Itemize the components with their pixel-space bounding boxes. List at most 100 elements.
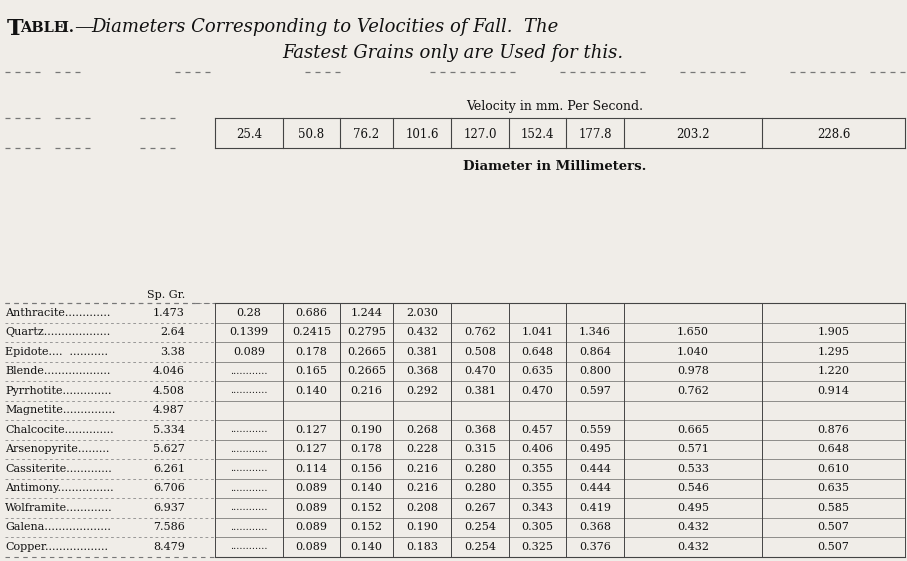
Text: Galena...................: Galena................... bbox=[5, 522, 111, 532]
Text: 0.495: 0.495 bbox=[677, 503, 709, 513]
Text: 1.220: 1.220 bbox=[817, 366, 850, 376]
Text: Blende...................: Blende................... bbox=[5, 366, 111, 376]
Text: ABLE: ABLE bbox=[20, 21, 65, 35]
Text: 0.368: 0.368 bbox=[406, 366, 438, 376]
Text: 0.140: 0.140 bbox=[350, 542, 383, 552]
Text: 0.216: 0.216 bbox=[406, 464, 438, 473]
Text: 0.368: 0.368 bbox=[464, 425, 496, 435]
Text: 1.040: 1.040 bbox=[677, 347, 709, 357]
Text: 0.432: 0.432 bbox=[677, 522, 709, 532]
Text: 0.165: 0.165 bbox=[296, 366, 327, 376]
Text: 0.470: 0.470 bbox=[464, 366, 496, 376]
Text: 0.864: 0.864 bbox=[579, 347, 611, 357]
Text: 0.292: 0.292 bbox=[406, 386, 438, 396]
Text: —: — bbox=[74, 18, 93, 36]
Text: 0.268: 0.268 bbox=[406, 425, 438, 435]
Text: ............: ............ bbox=[230, 465, 268, 473]
Text: ............: ............ bbox=[230, 484, 268, 493]
Text: 127.0: 127.0 bbox=[463, 127, 497, 140]
Text: 0.325: 0.325 bbox=[522, 542, 553, 552]
Text: 0.648: 0.648 bbox=[817, 444, 850, 454]
Text: 0.216: 0.216 bbox=[406, 483, 438, 493]
Text: 4.046: 4.046 bbox=[153, 366, 185, 376]
Text: 4.987: 4.987 bbox=[153, 405, 185, 415]
Text: Anthracite.............: Anthracite............. bbox=[5, 308, 111, 318]
Text: 228.6: 228.6 bbox=[817, 127, 850, 140]
Text: Pyrrhotite..............: Pyrrhotite.............. bbox=[5, 386, 112, 396]
Text: 0.228: 0.228 bbox=[406, 444, 438, 454]
Text: 0.152: 0.152 bbox=[350, 522, 383, 532]
Text: 0.876: 0.876 bbox=[817, 425, 850, 435]
Text: 101.6: 101.6 bbox=[405, 127, 439, 140]
Text: 0.381: 0.381 bbox=[406, 347, 438, 357]
Text: 0.254: 0.254 bbox=[464, 522, 496, 532]
Text: 0.1399: 0.1399 bbox=[229, 327, 268, 337]
Text: 0.2415: 0.2415 bbox=[292, 327, 331, 337]
Text: 0.376: 0.376 bbox=[579, 542, 611, 552]
Text: 0.183: 0.183 bbox=[406, 542, 438, 552]
Text: 0.114: 0.114 bbox=[296, 464, 327, 473]
Text: 0.432: 0.432 bbox=[406, 327, 438, 337]
Text: 0.280: 0.280 bbox=[464, 464, 496, 473]
Text: Diameters Corresponding to Velocities of Fall.  The: Diameters Corresponding to Velocities of… bbox=[91, 18, 558, 36]
Text: 0.178: 0.178 bbox=[296, 347, 327, 357]
Text: 0.355: 0.355 bbox=[522, 483, 553, 493]
Text: 4.508: 4.508 bbox=[153, 386, 185, 396]
Text: 0.470: 0.470 bbox=[522, 386, 553, 396]
Text: 0.178: 0.178 bbox=[351, 444, 383, 454]
Text: 5.334: 5.334 bbox=[153, 425, 185, 435]
Text: 0.28: 0.28 bbox=[237, 308, 261, 318]
Text: 0.190: 0.190 bbox=[406, 522, 438, 532]
Text: 1.244: 1.244 bbox=[350, 308, 383, 318]
Text: Sp. Gr.: Sp. Gr. bbox=[147, 290, 185, 300]
Text: 0.2795: 0.2795 bbox=[347, 327, 386, 337]
Text: 7.586: 7.586 bbox=[153, 522, 185, 532]
Text: Magnetite...............: Magnetite............... bbox=[5, 405, 115, 415]
Text: 5.627: 5.627 bbox=[153, 444, 185, 454]
Text: 0.432: 0.432 bbox=[677, 542, 709, 552]
Text: 0.495: 0.495 bbox=[579, 444, 611, 454]
Text: 0.507: 0.507 bbox=[817, 542, 850, 552]
Text: 0.381: 0.381 bbox=[464, 386, 496, 396]
Text: 0.355: 0.355 bbox=[522, 464, 553, 473]
Text: Diameter in Millimeters.: Diameter in Millimeters. bbox=[463, 160, 647, 173]
Text: 2.64: 2.64 bbox=[161, 327, 185, 337]
Text: 0.406: 0.406 bbox=[522, 444, 553, 454]
Text: 0.089: 0.089 bbox=[233, 347, 265, 357]
Text: 0.208: 0.208 bbox=[406, 503, 438, 513]
Text: ............: ............ bbox=[230, 367, 268, 376]
Text: 0.368: 0.368 bbox=[579, 522, 611, 532]
Text: T: T bbox=[7, 18, 24, 40]
Text: Arsenopyrite.........: Arsenopyrite......... bbox=[5, 444, 110, 454]
Text: 0.686: 0.686 bbox=[296, 308, 327, 318]
Text: 0.546: 0.546 bbox=[677, 483, 709, 493]
Text: 152.4: 152.4 bbox=[521, 127, 554, 140]
Text: 1.650: 1.650 bbox=[677, 327, 709, 337]
Text: 50.8: 50.8 bbox=[298, 127, 325, 140]
Text: 1.295: 1.295 bbox=[817, 347, 850, 357]
Text: 0.190: 0.190 bbox=[350, 425, 383, 435]
Text: 0.315: 0.315 bbox=[464, 444, 496, 454]
Text: 0.665: 0.665 bbox=[677, 425, 709, 435]
Text: Copper..................: Copper.................. bbox=[5, 542, 108, 552]
Text: 0.2665: 0.2665 bbox=[347, 366, 386, 376]
Text: ............: ............ bbox=[230, 425, 268, 434]
Text: 0.267: 0.267 bbox=[464, 503, 496, 513]
Text: 0.559: 0.559 bbox=[579, 425, 611, 435]
Text: 2.030: 2.030 bbox=[406, 308, 438, 318]
Text: ............: ............ bbox=[230, 445, 268, 454]
Text: 1.905: 1.905 bbox=[817, 327, 850, 337]
Text: 0.635: 0.635 bbox=[817, 483, 850, 493]
Text: 1.346: 1.346 bbox=[579, 327, 611, 337]
Text: 0.152: 0.152 bbox=[350, 503, 383, 513]
Text: 0.089: 0.089 bbox=[296, 542, 327, 552]
Text: 25.4: 25.4 bbox=[236, 127, 262, 140]
Text: 0.762: 0.762 bbox=[677, 386, 709, 396]
Text: 0.216: 0.216 bbox=[350, 386, 383, 396]
Text: 203.2: 203.2 bbox=[677, 127, 710, 140]
Text: 0.585: 0.585 bbox=[817, 503, 850, 513]
Text: 0.978: 0.978 bbox=[677, 366, 709, 376]
Text: ............: ............ bbox=[230, 387, 268, 396]
Text: Fastest Grains only are Used for this.: Fastest Grains only are Used for this. bbox=[282, 44, 624, 62]
Text: ............: ............ bbox=[230, 503, 268, 512]
